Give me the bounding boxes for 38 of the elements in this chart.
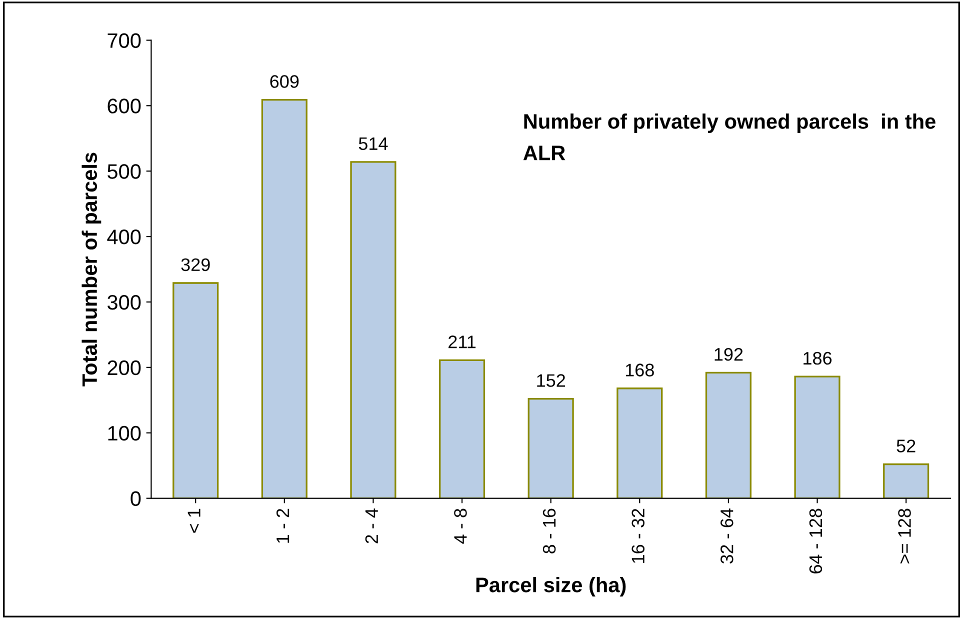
x-tick-label: 16 - 32 [632,508,644,563]
x-tick-label: 4 - 8 [454,508,467,544]
y-axis-title: Total number of parcels [82,152,102,386]
text: Number of privately owned parcels in the ALR [523,114,936,160]
bar [261,98,308,498]
data-label: 152 [537,374,565,387]
y-tick-label: 400 [107,230,141,244]
y-tick-label: 700 [108,33,141,48]
x-tick-label: 8 - 16 [542,508,556,554]
data-label: 52 [896,440,916,452]
bar [438,359,486,498]
x-tick-label: >= 128 [898,508,911,564]
bar [350,161,396,498]
data-label: 514 [358,137,388,150]
bar [883,463,930,498]
x-axis-title: Parcel size (ha) [476,577,626,596]
y-tick-label: 300 [108,294,141,310]
data-label: 329 [181,258,210,272]
y-tick-label: 0 [130,491,141,506]
data-label: 609 [270,75,299,88]
data-label: 192 [714,348,743,361]
y-tick-label: 200 [108,360,141,376]
bar [794,376,840,498]
data-label: 186 [804,352,832,365]
y-tick-label: 100 [108,426,141,441]
x-tick-label: < 1 [188,508,200,533]
bar [528,398,574,498]
y-tick-label: 600 [108,98,141,114]
x-tick-label: 1 - 2 [276,508,290,543]
bar [172,282,219,498]
x-tick-label: 32 - 64 [720,508,734,564]
data-label: 211 [448,336,476,348]
x-tick-label: 64 - 128 [809,508,822,574]
x-tick-label: 2 - 4 [365,508,378,544]
bar [616,388,663,498]
bar [705,372,752,498]
data-label: 168 [626,364,654,376]
y-tick-label: 500 [108,164,141,179]
